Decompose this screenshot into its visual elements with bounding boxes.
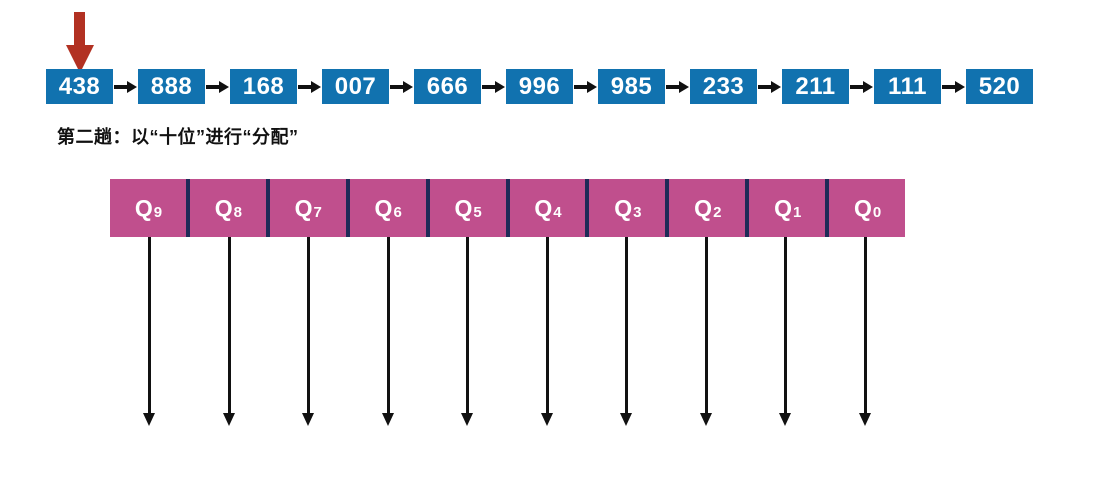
list-node: 211 xyxy=(782,69,849,104)
list-node: 438 xyxy=(46,69,113,104)
pass-caption: 第二趟：以“十位”进行“分配” xyxy=(57,127,299,147)
queue-label: Q xyxy=(774,194,792,221)
queue-label: Q xyxy=(853,194,872,221)
list-node: 007 xyxy=(322,69,389,104)
pointer-head xyxy=(66,45,94,73)
right-arrow-icon xyxy=(757,69,782,104)
queue-label-subscript: 0 xyxy=(872,203,882,221)
queue-label-subscript: 4 xyxy=(553,203,562,221)
down-arrow-icon xyxy=(461,237,474,426)
right-arrow-icon xyxy=(205,69,230,104)
down-arrow-icon xyxy=(222,237,236,426)
list-node: 666 xyxy=(414,69,481,104)
list-node: 168 xyxy=(230,69,297,104)
list-node: 996 xyxy=(506,69,573,104)
down-arrow-icon xyxy=(302,237,315,426)
list-node: 233 xyxy=(690,69,757,104)
queue-label: Q xyxy=(294,194,313,221)
down-arrow-icon xyxy=(779,237,792,426)
linked-list-row: 438 888 168 007 666 996 985 233 211 111 … xyxy=(46,69,1033,104)
right-arrow-icon xyxy=(389,69,414,104)
queue-label: Q xyxy=(214,194,233,221)
queue-label-subscript: 7 xyxy=(313,203,322,221)
queue-label-subscript: 8 xyxy=(233,203,242,221)
queue-label-subscript: 5 xyxy=(473,203,482,221)
list-node: 520 xyxy=(966,69,1033,104)
right-arrow-icon xyxy=(297,69,322,104)
down-arrow-icon xyxy=(143,237,156,426)
queue-label: Q xyxy=(614,194,633,221)
queue-label-subscript: 3 xyxy=(633,203,642,221)
down-arrow-icon xyxy=(540,237,554,426)
queue-label: Q xyxy=(694,194,713,221)
queue-label-subscript: 6 xyxy=(393,203,402,221)
down-arrow-icon xyxy=(858,237,872,426)
pointer-stem xyxy=(74,12,85,46)
right-arrow-icon xyxy=(481,69,506,104)
list-node: 888 xyxy=(138,69,205,104)
queue-label: Q xyxy=(534,194,553,221)
queue-label: Q xyxy=(454,194,473,221)
right-arrow-icon xyxy=(113,69,138,104)
queue-label-subscript: 2 xyxy=(713,203,722,221)
queue-label: Q xyxy=(374,194,393,221)
queue-label: Q xyxy=(134,194,153,221)
down-arrow-icon xyxy=(620,237,633,426)
right-arrow-icon xyxy=(941,69,966,104)
right-arrow-icon xyxy=(849,69,874,104)
down-arrow-icon xyxy=(381,237,395,426)
queue-label-subscript: 9 xyxy=(153,203,163,221)
right-arrow-icon xyxy=(665,69,690,104)
right-arrow-icon xyxy=(573,69,598,104)
list-node: 111 xyxy=(874,69,941,104)
queue-label-subscript: 1 xyxy=(792,203,802,221)
down-arrow-icon xyxy=(699,237,713,426)
list-node: 985 xyxy=(598,69,665,104)
